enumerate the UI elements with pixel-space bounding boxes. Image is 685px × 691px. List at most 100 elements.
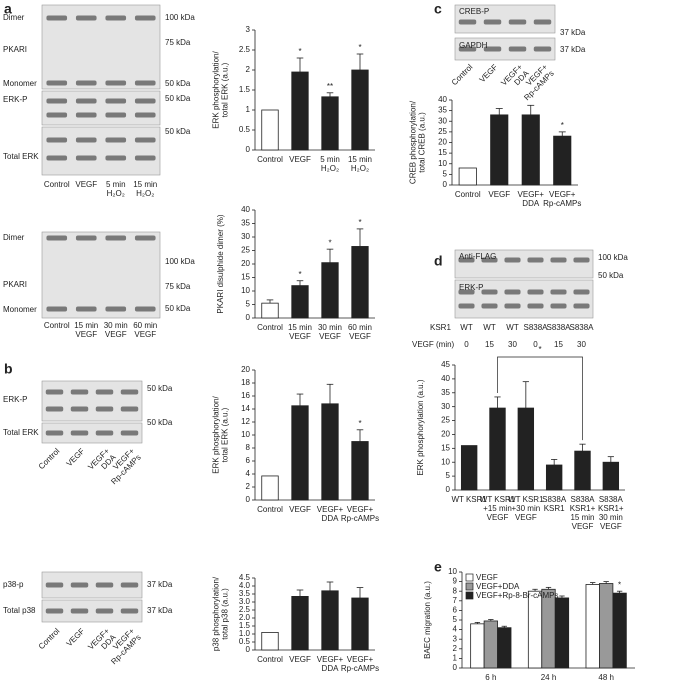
y-tick-label: 5 <box>446 471 451 480</box>
y-tick-label: 18 <box>241 378 250 387</box>
y-tick-label: 5 <box>443 169 448 178</box>
blot-band <box>95 406 114 412</box>
blot-band <box>481 289 498 295</box>
blot-band <box>45 608 64 614</box>
blot-band <box>45 406 64 412</box>
y-tick-label: 0 <box>246 313 251 322</box>
bar <box>517 407 535 491</box>
y-tick-label: 0 <box>453 663 458 672</box>
blot-band <box>458 46 477 52</box>
x-tick-label: 5 min H₂O₂ <box>320 155 340 173</box>
y-tick-label: 40 <box>438 95 447 104</box>
blot-band <box>481 257 498 263</box>
y-tick-label: 2 <box>453 644 458 653</box>
blot-strip <box>41 599 143 623</box>
blot-band <box>70 582 89 588</box>
bar <box>261 632 279 651</box>
significance: * <box>538 345 541 354</box>
significance: * <box>328 238 331 247</box>
blot-row-label: Total ERK <box>3 428 39 437</box>
y-tick-label: 5 <box>453 615 458 624</box>
panel-letter: a <box>4 1 12 17</box>
lane-label: 5 min H₂O₂ <box>106 180 126 198</box>
kda-label: 50 kDa <box>147 384 173 393</box>
bar <box>585 584 600 669</box>
blot-band <box>75 306 97 312</box>
bar <box>351 597 369 651</box>
y-tick-label: 15 <box>241 273 250 282</box>
x-tick-label: WT KSR1 +15 min VEGF <box>480 495 516 522</box>
significance: ** <box>327 82 333 91</box>
lane-label: S838A <box>523 323 548 332</box>
blot-band <box>45 582 64 588</box>
bar <box>351 441 369 501</box>
kda-label: 50 kDa <box>598 271 624 280</box>
vegf-min: 30 <box>508 340 517 349</box>
significance: * <box>618 580 621 589</box>
blot-row-label: Total ERK <box>3 152 39 161</box>
lane-label: VEGF <box>65 626 87 648</box>
bracket <box>497 356 583 441</box>
y-tick-label: 16 <box>241 391 250 400</box>
bar <box>291 405 309 501</box>
blot-band <box>46 235 68 241</box>
x-tick-label: VEGF+ Rp-cAMPs <box>341 505 379 523</box>
bar <box>490 114 509 186</box>
y-axis-label: p38 phosphorylation/total p38 (a.u.) <box>212 576 230 651</box>
blot-band <box>46 98 68 104</box>
y-tick-label: 2.5 <box>239 45 251 54</box>
blot-band <box>573 303 590 309</box>
blot-band <box>105 306 127 312</box>
y-tick-label: 40 <box>441 374 450 383</box>
blot-band <box>45 389 64 395</box>
blot-band <box>105 80 127 86</box>
blot-band <box>120 608 139 614</box>
blot-band <box>533 19 552 25</box>
x-tick-label: VEGF+ Rp-cAMPs <box>543 190 581 208</box>
y-tick-label: 2.5 <box>239 605 251 614</box>
blot-band <box>134 306 156 312</box>
bar <box>470 623 485 669</box>
y-tick-label: 15 <box>438 148 447 157</box>
blot-row-label: Total p38 <box>3 606 36 615</box>
blot-band <box>46 137 68 143</box>
lane-label: Control <box>44 321 70 330</box>
blot-band <box>573 257 590 263</box>
y-tick-label: 30 <box>438 116 447 125</box>
blot-row-label: ERK-P <box>3 395 27 404</box>
x-tick-label: Control <box>257 505 283 514</box>
kda-label: 100 kDa <box>165 257 195 266</box>
y-tick-label: 10 <box>441 457 450 466</box>
blot-band <box>573 289 590 295</box>
y-axis-label: PKARI disulphide dimer (%) <box>216 214 225 313</box>
bar <box>460 445 478 491</box>
y-tick-label: 2 <box>246 482 251 491</box>
bar <box>291 71 309 151</box>
lane-label: WT <box>460 323 473 332</box>
bar <box>351 69 369 151</box>
blot-strip <box>454 279 594 319</box>
y-axis-label: BAEC migration (a.u.) <box>423 581 432 659</box>
bar <box>321 590 339 651</box>
vegf-min: 0 <box>464 340 469 349</box>
bar <box>291 596 309 651</box>
blot-row-label: p38-p <box>3 580 24 589</box>
blot-band <box>508 19 527 25</box>
blot-band <box>550 289 567 295</box>
vegf-min: 15 <box>485 340 494 349</box>
blot-band <box>95 430 114 436</box>
blot-band <box>120 389 139 395</box>
blot-band <box>134 80 156 86</box>
significance: * <box>358 43 361 52</box>
y-tick-label: 25 <box>241 246 250 255</box>
panel-letter: d <box>434 253 443 269</box>
y-tick-label: 20 <box>438 138 447 147</box>
blot-row-label: Anti-FLAG <box>459 252 496 261</box>
bar <box>321 403 339 501</box>
y-tick-label: 1 <box>246 105 251 114</box>
bar <box>291 285 309 319</box>
blot-band <box>105 137 127 143</box>
blot-band <box>105 98 127 104</box>
blot-row-label: ERK-P <box>3 95 27 104</box>
